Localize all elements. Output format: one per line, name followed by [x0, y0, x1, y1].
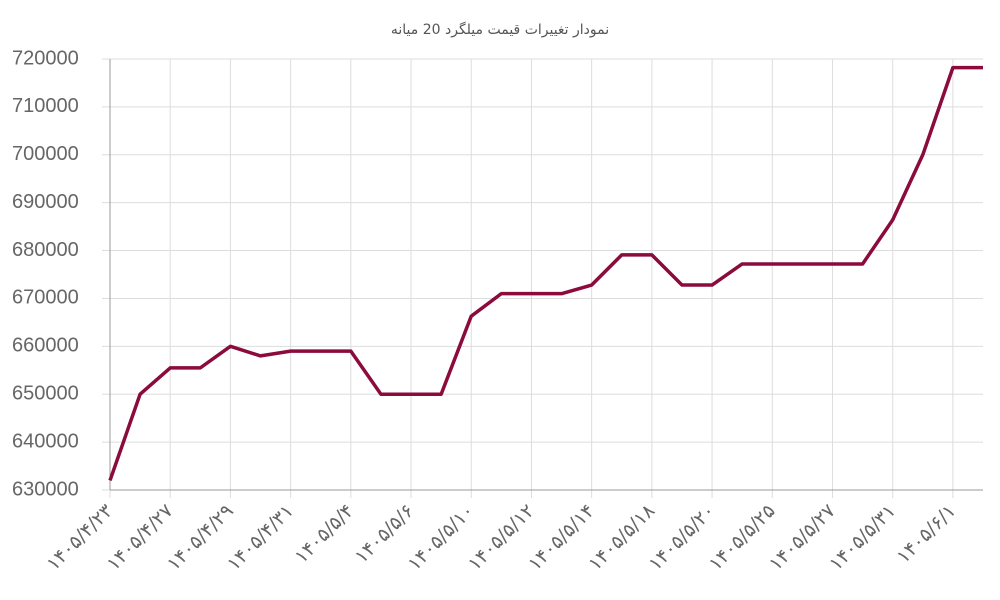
x-tick-label: ۱۴۰۵/۵/۴ — [290, 500, 358, 568]
y-tick-label: 630000 — [12, 478, 79, 500]
x-tick-label: ۱۴۰۵/۵/۳۱ — [825, 500, 900, 575]
y-tick-label: 640000 — [12, 430, 79, 452]
y-tick-label: 660000 — [12, 335, 79, 357]
y-tick-label: 690000 — [12, 191, 79, 213]
y-tick-label: 670000 — [12, 287, 79, 309]
y-tick-label: 680000 — [12, 239, 79, 261]
y-tick-label: 700000 — [12, 143, 79, 165]
line — [108, 65, 983, 481]
y-tick-label: 720000 — [12, 47, 79, 69]
y-tick-label: 650000 — [12, 383, 79, 405]
x-tick-label: ۱۴۰۵/۶/۱ — [892, 500, 960, 568]
x-tick-label: ۱۴۰۵/۴/۳۱ — [223, 500, 298, 575]
chart-title: نمودار تغییرات قیمت میلگرد 20 میانه — [391, 21, 609, 38]
y-tick-label: 710000 — [12, 95, 79, 117]
